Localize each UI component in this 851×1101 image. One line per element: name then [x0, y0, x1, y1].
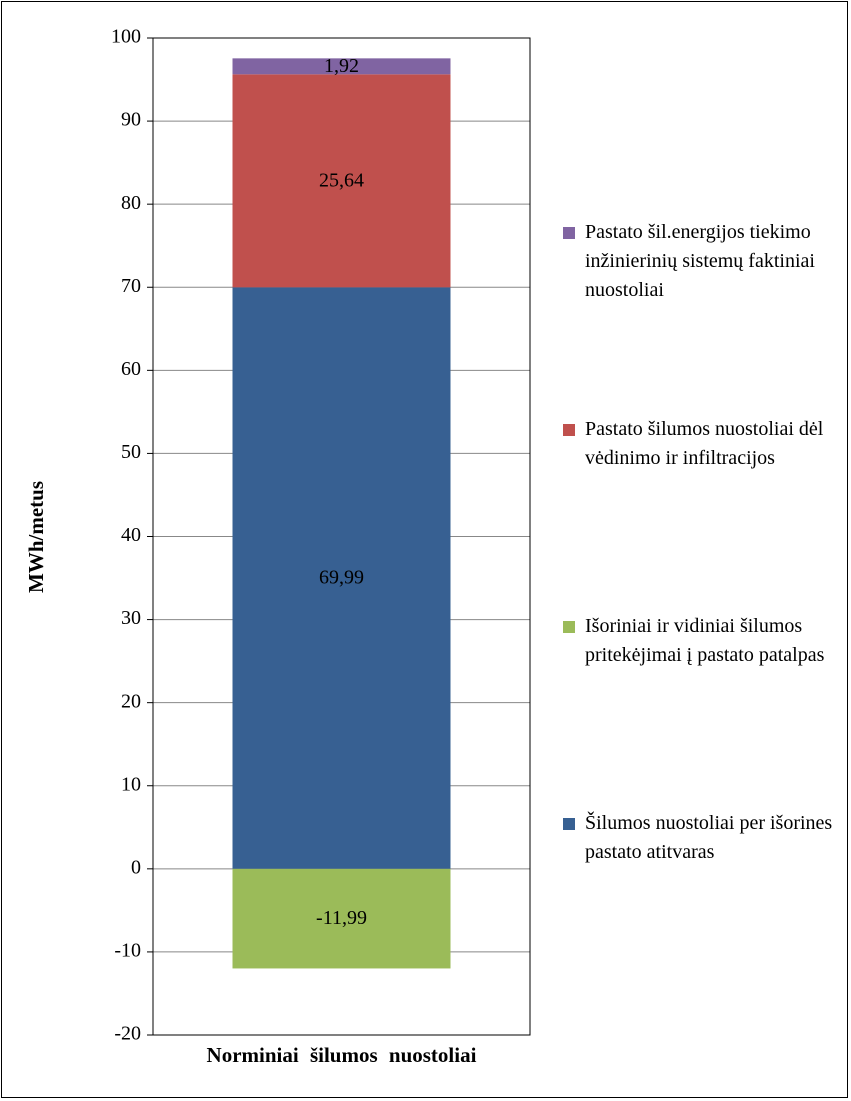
y-tick-label: 50	[121, 441, 141, 463]
bar-segment	[232, 74, 451, 288]
legend-swatch	[563, 424, 575, 436]
legend-swatch	[563, 621, 575, 633]
legend-swatch	[563, 818, 575, 830]
legend-label: Šilumos nuostoliai per išorines pastato …	[585, 812, 833, 863]
y-tick-label: 40	[121, 524, 141, 546]
data-label: 25,64	[319, 169, 364, 191]
y-tick-label: 0	[131, 856, 141, 878]
bar-segment	[232, 58, 451, 75]
y-tick-label: 100	[111, 26, 141, 48]
legend-label: Pastato šilumos nuostoliai dėl vėdinimo …	[585, 418, 824, 469]
y-tick-label: 30	[121, 607, 141, 629]
data-label: 1,92	[324, 55, 359, 77]
legend-label: Pastato šil.energijos tiekimo inžinierin…	[585, 221, 815, 301]
y-axis-label: MWh/metus	[24, 481, 48, 593]
data-label: -11,99	[316, 907, 367, 929]
y-tick-label: -10	[114, 940, 141, 962]
x-tick-label: Norminiai šilumos nuostoliai	[207, 1043, 477, 1067]
y-tick-label: 80	[121, 192, 141, 214]
data-label: 69,99	[319, 567, 364, 589]
legend-swatch	[563, 227, 575, 239]
y-tick-label: 90	[121, 109, 141, 131]
y-tick-label: 20	[121, 690, 141, 712]
y-tick-label: -20	[114, 1023, 141, 1045]
legend-label: Išoriniai ir vidiniai šilumos pritekėjim…	[585, 615, 825, 666]
plot-frame	[152, 37, 531, 1036]
bar-segment	[232, 287, 451, 869]
y-tick-label: 70	[121, 275, 141, 297]
y-tick-label: 10	[121, 773, 141, 795]
bar-segment	[232, 868, 451, 969]
y-tick-label: 60	[121, 358, 141, 380]
